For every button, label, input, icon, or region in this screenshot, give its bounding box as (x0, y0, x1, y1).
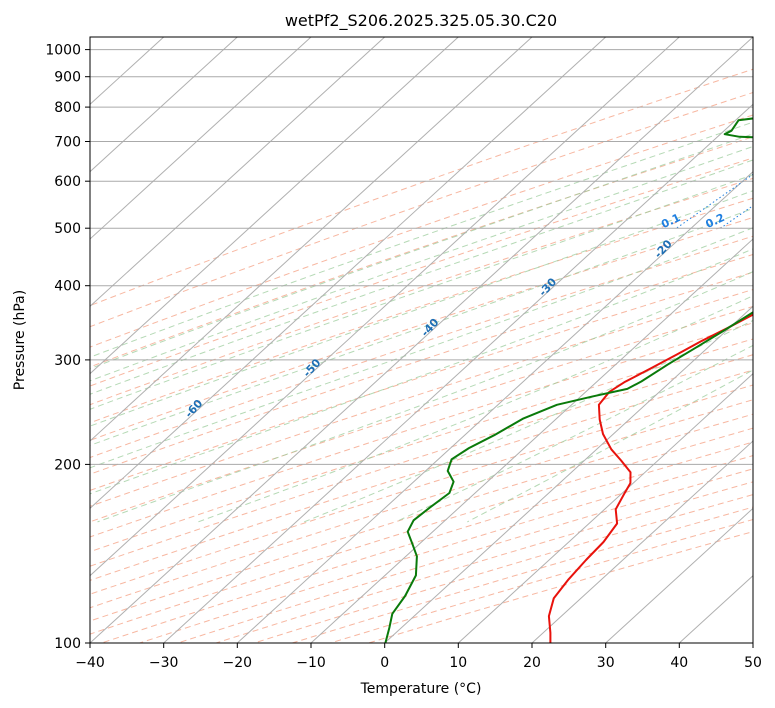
chart-title: wetPf2_S206.2025.325.05.30.C20 (285, 11, 557, 31)
y-tick-label: 1000 (45, 43, 81, 59)
x-tick-label: −30 (149, 655, 179, 671)
isotherm (90, 37, 238, 173)
y-tick-label: 900 (54, 70, 81, 86)
y-tick-label: 100 (54, 636, 81, 652)
moist-adiabat (90, 248, 753, 495)
isotherm (310, 238, 753, 643)
moist-adiabat (198, 295, 753, 523)
x-axis: −40 −30 −20 −10 0 10 20 30 40 50 (75, 643, 762, 671)
y-tick-label: 400 (54, 279, 81, 295)
y-axis-title: Pressure (hPa) (12, 290, 28, 390)
moist-adiabat (90, 174, 753, 410)
dry-adiabat (90, 354, 753, 567)
isotherm (90, 37, 312, 240)
mixing-ratio-label: 0.4 (755, 211, 775, 231)
x-tick-label: 20 (523, 655, 541, 671)
isotherm-label: -60 (182, 397, 205, 421)
isotherm (90, 37, 753, 643)
isotherm (457, 372, 753, 643)
isotherm (605, 507, 753, 643)
plot-frame (89, 36, 754, 644)
dry-adiabat (101, 441, 753, 643)
x-tick-label: 10 (449, 655, 467, 671)
isotherm (90, 37, 607, 510)
isotherm (163, 103, 753, 643)
moist-adiabat (90, 145, 753, 382)
x-tick-label: 50 (744, 655, 762, 671)
moist-adiabat (90, 121, 753, 358)
y-tick-label: 700 (54, 135, 81, 151)
dry-adiabat (90, 305, 753, 523)
isotherm (384, 305, 753, 643)
plot-area: -100-90-80-70-60-50-40-30-20-100.10.20.4… (89, 36, 775, 644)
isotherm-label: -10 (766, 200, 775, 224)
dry-adiabat (90, 384, 753, 595)
isotherm (90, 37, 680, 577)
dry-adiabat (90, 427, 753, 635)
x-tick-label: 40 (670, 655, 688, 671)
isotherm (236, 170, 753, 643)
isotherm (90, 37, 533, 442)
moist-adiabat (90, 207, 753, 446)
y-tick-label: 600 (54, 174, 81, 190)
x-tick-label: −40 (75, 655, 105, 671)
y-tick-label: 200 (54, 457, 81, 473)
y-tick-label: 500 (54, 221, 81, 237)
dry-adiabat (177, 468, 753, 643)
temperature-line (547, 313, 753, 643)
dry-adiabat (90, 91, 753, 328)
isotherm-label: -30 (536, 275, 559, 299)
y-axis: 1000 900 800 700 600 500 400 300 200 100 (45, 43, 90, 652)
moist-adiabat (90, 190, 753, 427)
isotherm (90, 37, 459, 375)
dry-adiabat (90, 216, 753, 441)
y-tick-label: 800 (54, 100, 81, 116)
moist-adiabat (97, 271, 753, 523)
isotherm (531, 440, 753, 643)
background-lines (90, 37, 753, 643)
isotherm (752, 642, 753, 643)
x-tick-label: 0 (380, 655, 389, 671)
isotherm (90, 37, 386, 308)
moist-adiabat (90, 159, 753, 395)
moist-adiabat (90, 227, 753, 469)
dry-adiabat (90, 114, 753, 348)
x-axis-title: Temperature (°C) (360, 681, 482, 697)
dry-adiabat (90, 177, 753, 406)
dewpoint-line (384, 117, 753, 643)
isotherm-label: -40 (419, 316, 442, 340)
x-tick-label: −20 (223, 655, 253, 671)
series-layer (384, 117, 753, 643)
dry-adiabat (90, 322, 753, 538)
x-tick-label: −10 (296, 655, 326, 671)
dry-adiabat (254, 494, 753, 643)
moist-adiabat (90, 133, 753, 370)
pressure-gridlines (90, 49, 753, 643)
isotherm-label: -20 (652, 237, 675, 261)
dry-adiabat (90, 68, 753, 307)
x-tick-label: 30 (597, 655, 615, 671)
y-tick-label: 300 (54, 353, 81, 369)
